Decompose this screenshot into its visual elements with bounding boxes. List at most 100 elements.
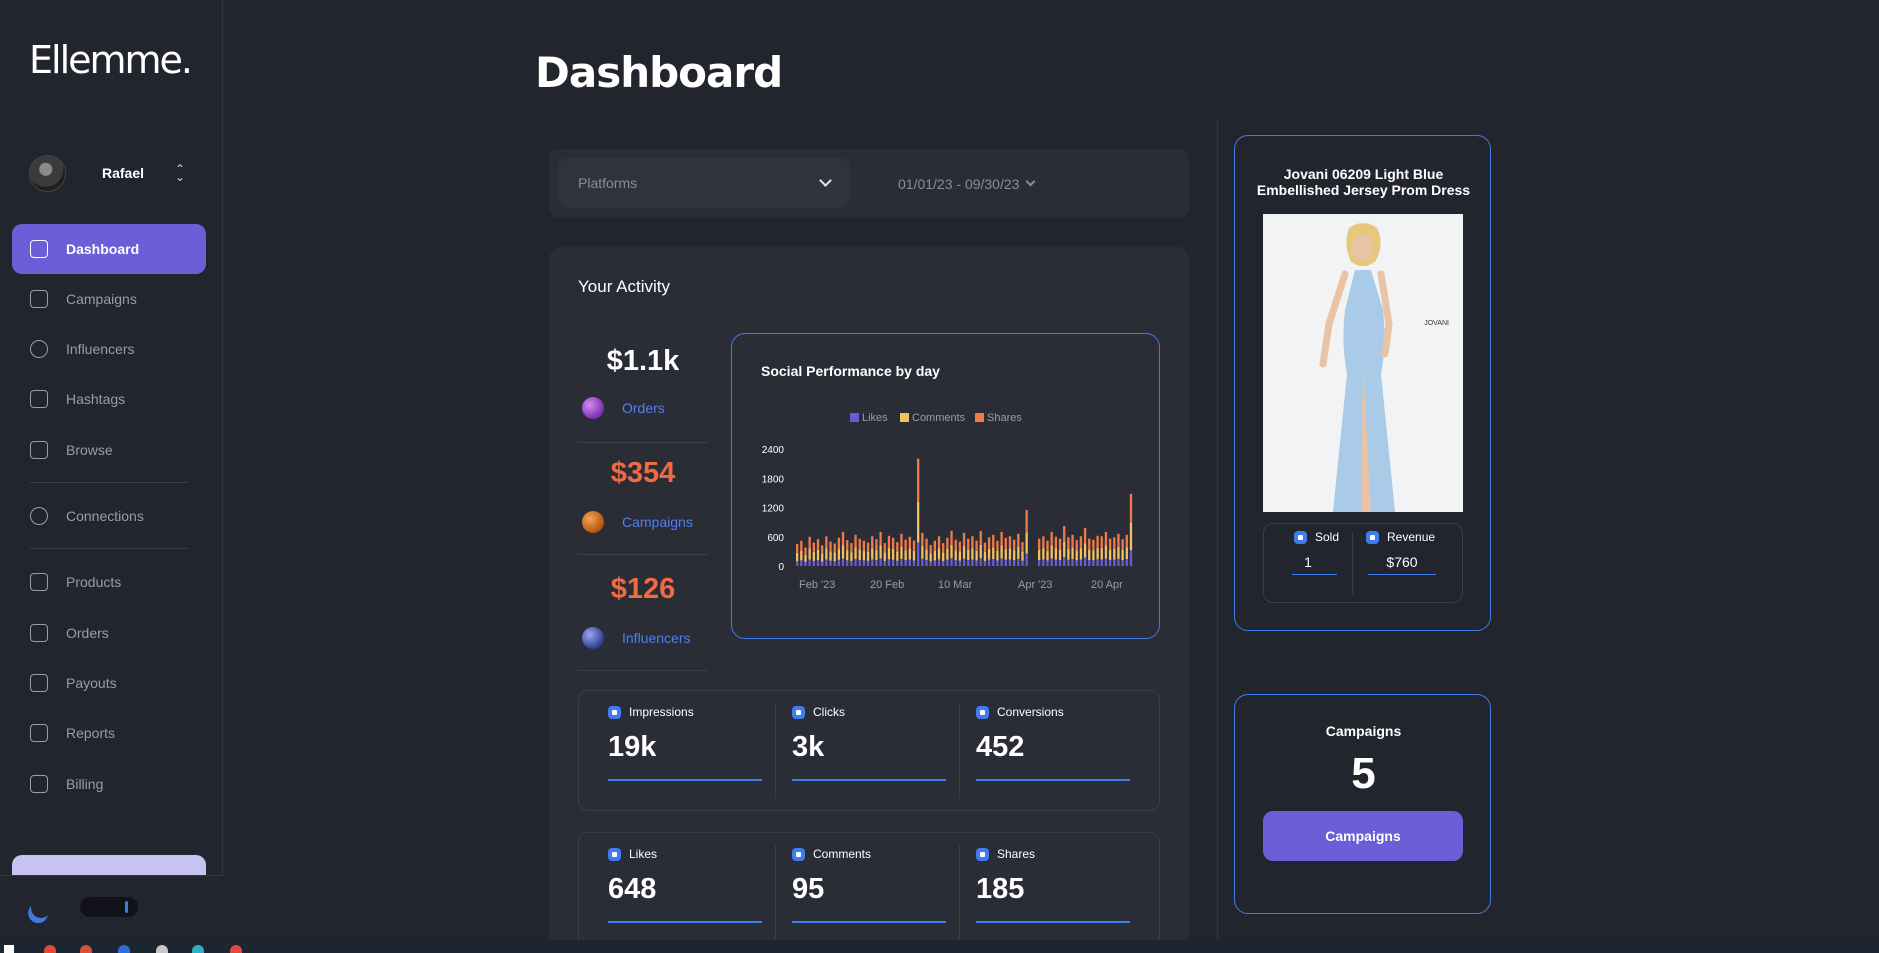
chart-bar-likes (896, 560, 899, 566)
metric-value: 19k (608, 731, 657, 763)
chart-bar-comments (1113, 548, 1116, 560)
chart-bar-comments (1083, 543, 1087, 558)
chrome-icon[interactable] (230, 945, 242, 953)
windows-start-icon[interactable] (4, 945, 14, 953)
chart-bar-comments (1004, 549, 1007, 560)
chart-bar-comments (1092, 550, 1095, 561)
date-range-label: 01/01/23 - 09/30/23 (898, 175, 1020, 192)
metric-underline (792, 921, 946, 923)
notepad-icon[interactable] (156, 945, 168, 953)
word-icon[interactable] (118, 945, 130, 953)
orders-link[interactable]: Orders (622, 400, 665, 416)
stat-orders: $1.1k Orders (578, 331, 708, 443)
chart-bar-comments (971, 548, 974, 560)
sidebar-item-orders[interactable]: Orders (12, 608, 206, 658)
sidebar-item-browse[interactable]: Browse (12, 425, 206, 475)
app-logo[interactable]: Ellemme. (29, 38, 193, 82)
campaigns-link[interactable]: Campaigns (622, 514, 693, 530)
chart-bar-shares (796, 544, 799, 553)
chart-bar-shares (862, 540, 866, 551)
chart-bar-comments (987, 548, 991, 560)
chart-bar-shares (1113, 537, 1116, 549)
chart-bar-shares (1063, 526, 1066, 543)
sidebar-item-connections[interactable]: Connections (12, 491, 206, 541)
sidebar-item-payouts[interactable]: Payouts (12, 658, 206, 708)
sidebar-divider (30, 482, 188, 483)
list-icon (30, 624, 48, 642)
metric-label: Comments (813, 847, 872, 861)
chart-bar-shares (992, 534, 995, 548)
metric-icon (792, 705, 805, 719)
chart-bar-shares (1054, 536, 1058, 549)
chart-bar-comments (1021, 551, 1024, 561)
chart-bar-shares (1021, 542, 1024, 552)
chart-bar-likes (1125, 559, 1128, 566)
chart-bar-comments (1088, 549, 1091, 560)
chart-bar-likes (871, 559, 874, 566)
chart-bar-comments (875, 549, 878, 561)
metric-impressions: Impressions 19k (579, 691, 763, 810)
mail-icon (30, 390, 48, 408)
x-tick-label: 10 Mar (938, 579, 973, 591)
campaigns-button[interactable]: Campaigns (1263, 811, 1463, 861)
chart-bar-shares (1075, 540, 1078, 551)
y-tick-label: 1800 (762, 474, 785, 485)
revenue-icon (1366, 530, 1379, 544)
metric-divider (775, 703, 776, 798)
activity-title: Your Activity (578, 277, 670, 296)
metric-conversions: Conversions 452 (947, 691, 1131, 810)
chart-bar-shares (971, 536, 974, 549)
stat-value: $1.1k (606, 345, 680, 377)
chart-bar-likes (1092, 560, 1095, 566)
x-tick-label: Feb '23 (799, 579, 835, 591)
chart-bar-likes (921, 558, 924, 566)
x-tick-label: 20 Apr (1091, 579, 1123, 591)
app-icon[interactable] (80, 945, 92, 953)
chart-bar-comments (879, 545, 882, 559)
edge-icon[interactable] (192, 945, 204, 953)
chrome-icon[interactable] (44, 945, 56, 953)
chart-bar-shares (1046, 540, 1049, 551)
metric-comments: Comments 95 (763, 833, 947, 952)
metrics-row-2: Likes 648 Comments 95 Shares 185 (578, 832, 1160, 953)
chart-bar-comments (1038, 549, 1041, 560)
metric-icon (608, 705, 621, 719)
product-image[interactable]: JOVANI (1263, 214, 1463, 512)
chart-bar-shares (1083, 527, 1087, 544)
chart-bar-shares (912, 540, 916, 551)
wallet-icon (30, 674, 48, 692)
chart-bar-likes (1083, 557, 1087, 566)
chart-icon (30, 240, 48, 258)
influencers-link[interactable]: Influencers (622, 630, 691, 646)
chevron-up-down-icon[interactable]: ⌃ ⌄ (174, 162, 185, 184)
chart-bar-comments (829, 551, 832, 561)
brand-tag: JOVANI (1424, 320, 1449, 327)
user-switcher[interactable]: Rafael ⌃ ⌄ (29, 153, 189, 193)
chart-bar-likes (1000, 558, 1003, 566)
platforms-select[interactable]: Platforms (558, 158, 850, 208)
product-card[interactable]: Jovani 06209 Light Blue Embellished Jers… (1234, 135, 1491, 631)
chart-bar-comments (821, 553, 824, 562)
sidebar-item-reports[interactable]: Reports (12, 708, 206, 758)
chart-bar-comments (900, 546, 903, 559)
chart-bar-comments (983, 551, 987, 561)
theme-toggle[interactable] (80, 897, 138, 917)
chart-bar-shares (921, 532, 924, 547)
chart-bar-shares (1071, 534, 1074, 548)
sidebar-item-products[interactable]: Products (12, 557, 206, 607)
chart-bar-shares (825, 536, 828, 549)
date-range-picker[interactable]: 01/01/23 - 09/30/23 (898, 149, 1036, 218)
sidebar-item-hashtags[interactable]: Hashtags (12, 374, 206, 424)
report-icon (30, 724, 48, 742)
chart-bar-likes (796, 561, 799, 566)
sidebar-item-influencers[interactable]: Influencers (12, 324, 206, 374)
chart-bar-likes (1008, 559, 1012, 566)
sidebar-item-dashboard[interactable]: Dashboard (12, 224, 206, 274)
chart-bar-comments (1008, 548, 1012, 560)
product-title: Jovani 06209 Light Blue Embellished Jers… (1256, 166, 1471, 198)
bag-icon (30, 573, 48, 591)
sidebar-item-campaigns[interactable]: Campaigns (12, 274, 206, 324)
sidebar-item-billing[interactable]: Billing (12, 759, 206, 809)
chart-bar-comments (958, 551, 962, 561)
y-tick-label: 0 (778, 562, 784, 573)
